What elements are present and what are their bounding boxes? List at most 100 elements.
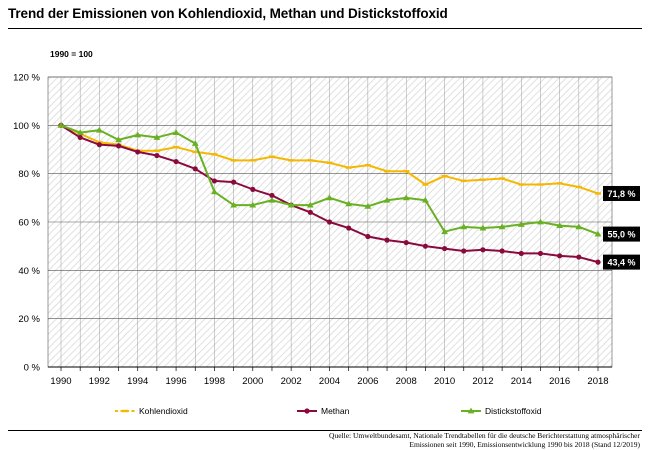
end-label-text: 71,8 % (607, 189, 635, 199)
x-tick-label: 1992 (89, 376, 110, 387)
data-point-methan (154, 152, 160, 159)
data-point-distickstoffoxid (153, 134, 161, 140)
legend-marker-distickstoffoxid (467, 407, 475, 414)
data-point-distickstoffoxid (306, 201, 314, 208)
source-line-2: Emissionen seit 1990, Emissionsentwicklu… (409, 440, 640, 449)
data-point-methan (326, 219, 333, 225)
x-axis-ticks: 1990 1992 1994 1996 1998 2000 2002 2004 2006 2008… (50, 367, 609, 387)
y-axis-ticks: 0 % 20 % 40 % 60 % 80 % 100 % 120 % (13, 73, 40, 374)
x-tick-label: 1990 (50, 376, 71, 387)
series-distickstoffoxid: 55,0 % (57, 121, 640, 242)
data-point-distickstoffoxid (441, 228, 448, 235)
source-line-1: Quelle: Umweltbundesamt, Nationale Trend… (329, 431, 640, 440)
data-point-distickstoffoxid (115, 136, 122, 143)
data-point-methan (422, 243, 428, 249)
x-tick-label: 2016 (549, 376, 570, 387)
data-point-methan (211, 178, 218, 184)
legend-marker-methan (304, 408, 310, 414)
end-label-text: 55,0 % (607, 229, 635, 239)
data-point-distickstoffoxid (268, 196, 276, 203)
source-note: Quelle: Umweltbundesamt, Nationale Trend… (310, 431, 640, 449)
data-point-methan (135, 149, 141, 155)
data-point-distickstoffoxid (95, 126, 103, 133)
data-point-distickstoffoxid (575, 223, 583, 230)
data-point-distickstoffoxid (191, 140, 199, 146)
data-point-distickstoffoxid (479, 224, 487, 231)
y-tick-label: 80 % (18, 169, 40, 180)
data-point-distickstoffoxid (364, 202, 372, 209)
data-point-methan (461, 248, 467, 254)
end-label-box (603, 185, 640, 201)
y-tick-label: 60 % (18, 218, 40, 229)
data-point-methan (441, 245, 448, 252)
chart-area: 1990 = 100 0 % 20 % 40 % 60 % 80 % 100 % 120 %… (13, 49, 640, 416)
data-point-distickstoffoxid (594, 230, 602, 237)
chart-title: Trend der Emissionen von Kohlendioxid, M… (8, 6, 448, 21)
x-tick-label: 1998 (204, 376, 225, 387)
data-point-distickstoffoxid (134, 131, 142, 138)
legend: Kohlendioxid Methan Distickstoffoxid (115, 406, 542, 416)
data-point-distickstoffoxid (287, 201, 295, 208)
data-point-methan (480, 247, 486, 253)
data-point-methan (96, 142, 102, 148)
data-point-methan (595, 259, 601, 265)
data-point-distickstoffoxid (421, 196, 429, 203)
legend-label-distickstoffoxid: Distickstoffoxid (485, 406, 542, 416)
data-point-methan (365, 233, 371, 240)
data-point-methan (499, 248, 505, 254)
data-point-distickstoffoxid (326, 194, 333, 201)
legend-label-methan: Methan (321, 406, 350, 416)
data-point-methan (307, 209, 313, 215)
data-point-methan (346, 225, 352, 231)
x-tick-label: 2002 (281, 376, 302, 387)
data-point-distickstoffoxid (460, 223, 468, 230)
y-tick-label: 0 % (24, 363, 41, 374)
series-methan: 43,4 % (58, 122, 640, 270)
source-divider (8, 430, 642, 431)
x-tick-label: 2012 (472, 376, 493, 387)
x-tick-label: 2004 (319, 376, 340, 387)
data-point-distickstoffoxid (556, 222, 564, 229)
data-point-distickstoffoxid (230, 201, 238, 208)
x-tick-label: 2000 (242, 376, 263, 387)
data-point-methan (537, 250, 544, 257)
data-point-distickstoffoxid (249, 201, 257, 208)
end-label-box (603, 254, 640, 270)
data-point-distickstoffoxid (498, 223, 506, 230)
title-divider (8, 28, 642, 29)
data-point-distickstoffoxid (172, 129, 180, 135)
x-tick-label: 1996 (166, 376, 187, 387)
x-tick-label: 2008 (396, 376, 417, 387)
data-point-distickstoffoxid (345, 200, 353, 207)
data-point-methan (250, 186, 256, 192)
x-tick-label: 2018 (587, 376, 608, 387)
data-point-methan (557, 253, 563, 259)
legend-item-distickstoffoxid: Distickstoffoxid (461, 406, 542, 416)
data-point-distickstoffoxid (76, 129, 84, 135)
end-label-box (603, 226, 640, 242)
data-point-methan (115, 143, 122, 149)
data-point-methan (231, 179, 237, 185)
y-tick-label: 20 % (18, 314, 40, 325)
data-point-distickstoffoxid (57, 121, 65, 128)
x-tick-label: 2006 (357, 376, 378, 387)
end-label-text: 43,4 % (607, 257, 635, 267)
y-tick-label: 40 % (18, 266, 40, 277)
legend-label-kohlendioxid: Kohlendioxid (139, 406, 188, 416)
index-base-note: 1990 = 100 (50, 49, 93, 59)
x-tick-label: 1994 (127, 376, 148, 387)
data-point-methan (384, 237, 390, 243)
data-point-distickstoffoxid (402, 194, 410, 201)
end-label-distickstoffoxid: 55,0 % (603, 226, 640, 242)
series-layer: 71,8 % 43,4 % 55,0 % (57, 121, 640, 270)
end-label-kohlendioxid: 71,8 % (603, 185, 640, 201)
data-point-methan (518, 250, 524, 257)
y-tick-label: 120 % (13, 73, 40, 84)
data-point-distickstoffoxid (517, 221, 525, 227)
end-label-methan: 43,4 % (603, 254, 640, 270)
x-tick-label: 2010 (434, 376, 455, 387)
data-point-distickstoffoxid (211, 188, 218, 195)
legend-item-kohlendioxid: Kohlendioxid (115, 406, 188, 416)
y-tick-label: 100 % (13, 121, 40, 132)
data-point-methan (576, 254, 582, 260)
